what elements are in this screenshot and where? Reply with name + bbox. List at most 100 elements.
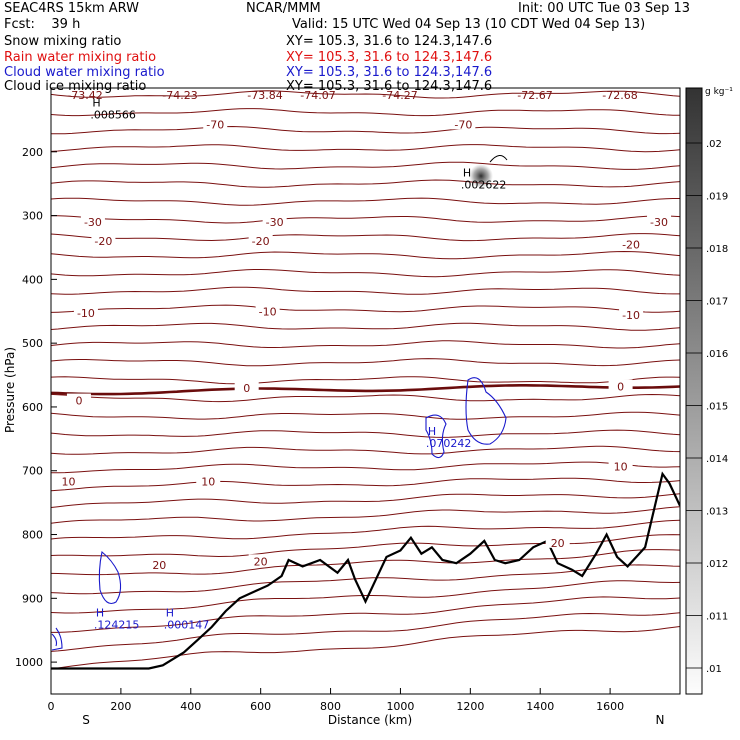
fcst-label: Fcst: 39 h: [4, 17, 81, 32]
plot-frame: [50, 87, 681, 695]
isotherm-label-bg: [619, 308, 644, 321]
isotherm-label-bg: [73, 306, 98, 319]
colorbar-ticks: .02 .019 .018 .017 .016 .015 .014 .013 .012 .011.…: [686, 139, 728, 675]
isotherm-label-bg: [545, 535, 570, 548]
y-tick-label: 700: [22, 465, 43, 478]
x-axis-ticks: 0 200 400 600 800 1000 1200 1400 1600: [48, 688, 624, 713]
field-label-cloud-ice: Cloud ice mixing ratio: [4, 79, 147, 94]
isotherm-label-bg: [262, 214, 287, 227]
isotherm-label: 20: [152, 559, 166, 572]
cloud-water-contour: [98, 551, 122, 605]
colorbar-tick-label: .018: [706, 244, 728, 255]
isotherm-line: [51, 144, 680, 153]
valid-label: Valid: 15 UTC Wed 04 Sep 13 (10 CDT Wed …: [292, 17, 646, 32]
isotherm-label-bg: [80, 214, 105, 227]
isotherm-label: 10: [201, 476, 215, 489]
north-label: N: [656, 713, 665, 727]
center-label: NCAR/MMM: [246, 1, 321, 16]
y-tick-label: 800: [22, 529, 43, 542]
colorbar-tick-label: .015: [706, 402, 728, 413]
colorbar-tick-label: .02: [706, 139, 722, 150]
field-xy-snow: XY= 105.3, 31.6 to 124.3,147.6: [286, 34, 493, 49]
isotherm-line: [51, 322, 680, 331]
y-tick-label: 600: [22, 401, 43, 414]
y-tick-label: 400: [22, 273, 43, 286]
y-tick-label: 300: [22, 210, 43, 223]
isotherm-line: [51, 506, 680, 524]
field-label-cloud-water: Cloud water mixing ratio: [4, 65, 165, 80]
maximum-value: .124215: [94, 619, 140, 632]
isotherm-label-bg: [608, 459, 633, 472]
isotherm-label: -70: [206, 118, 224, 131]
isotherm-label: 10: [61, 476, 75, 489]
isotherm-line: [51, 125, 680, 135]
field-xy-cloud-water: XY= 105.3, 31.6 to 124.3,147.6: [286, 65, 493, 80]
top-temperature-labels: -73.42 -74.23 -73.84 -74.07 -74.27 -72.67 -72.…: [67, 89, 637, 102]
isotherm-label-bg: [248, 234, 273, 247]
isotherm-label-bg: [91, 234, 116, 247]
maximum-value: .002622: [461, 178, 507, 191]
isotherm-label-bg: [248, 554, 273, 567]
isotherm-label: 10: [614, 460, 628, 473]
maximum-value: .008566: [90, 108, 136, 121]
isotherm-line: [51, 461, 680, 474]
isotherm-line: [51, 340, 680, 349]
isotherm-label: -70: [454, 118, 472, 131]
isotherm-label-bg: [451, 117, 476, 130]
isotherm-line: [51, 612, 680, 652]
isotherm-label: -20: [252, 235, 270, 248]
isotherm-line: [51, 445, 680, 455]
maximum-marker: H: [428, 425, 436, 438]
colorbar-tick-label: .01: [706, 664, 722, 675]
isotherm-label: -10: [259, 305, 277, 318]
y-tick-label: 900: [22, 592, 43, 605]
maximum-value: .070242: [426, 437, 472, 450]
isotherm-line: [51, 304, 680, 313]
contour-labels: -70 -70 -30 -30 -30 -20 -20 -20 -10 -10 -10 0 0 0 10 10…: [56, 117, 672, 572]
maximum-marker: H: [96, 607, 104, 620]
cloud-water-contour: [465, 377, 507, 445]
colorbar: [685, 87, 703, 695]
isotherm-label-bg: [203, 117, 228, 130]
isotherm-label: 0: [243, 382, 250, 395]
cloud-water-contours: [51, 377, 507, 651]
y-tick-label: 200: [22, 146, 43, 159]
isotherm-line: [51, 626, 680, 670]
top-temperature-label: -74.23: [162, 89, 197, 102]
isotherm-line: [51, 179, 680, 188]
isotherm-line: [51, 534, 680, 558]
freezing-level-contour: [51, 384, 680, 396]
cloud-ice-maximum-shading: [469, 164, 493, 188]
isotherm-label-bg: [56, 474, 81, 487]
x-tick-label: 800: [320, 700, 341, 713]
colorbar-tick-label: .014: [706, 454, 728, 465]
x-axis-label: Distance (km): [328, 713, 412, 727]
isotherm-label-bg: [66, 393, 91, 406]
isotherm-label-bg: [647, 214, 672, 227]
maximum-marker: H: [92, 96, 100, 109]
isotherm-label: 0: [617, 381, 624, 394]
isotherm-label-bg: [619, 237, 644, 250]
colorbar-tick-label: .012: [706, 559, 728, 570]
field-label-rain: Rain water mixing ratio: [4, 50, 157, 65]
cloud-water-contour: [425, 414, 447, 459]
isotherm-line: [51, 108, 680, 117]
cloud-ice-contour: [489, 155, 508, 163]
isotherm-line: [51, 215, 680, 224]
isotherm-line: [51, 429, 680, 438]
y-axis-label: Pressure (hPa): [3, 347, 17, 433]
isotherm-label: -20: [622, 238, 640, 251]
isotherm-line: [51, 493, 680, 508]
isotherm-line: [51, 197, 680, 206]
isotherm-label: 20: [551, 537, 565, 550]
isotherm-line: [51, 376, 680, 385]
isotherm-label: 20: [254, 555, 268, 568]
colorbar-tick-label: .016: [706, 349, 728, 360]
terrain-line: [51, 471, 680, 670]
top-temperature-label: -74.07: [300, 89, 335, 102]
top-temperature-label: -73.42: [67, 89, 102, 102]
isotherm-label-bg: [234, 380, 259, 393]
isotherm-line: [51, 596, 680, 633]
